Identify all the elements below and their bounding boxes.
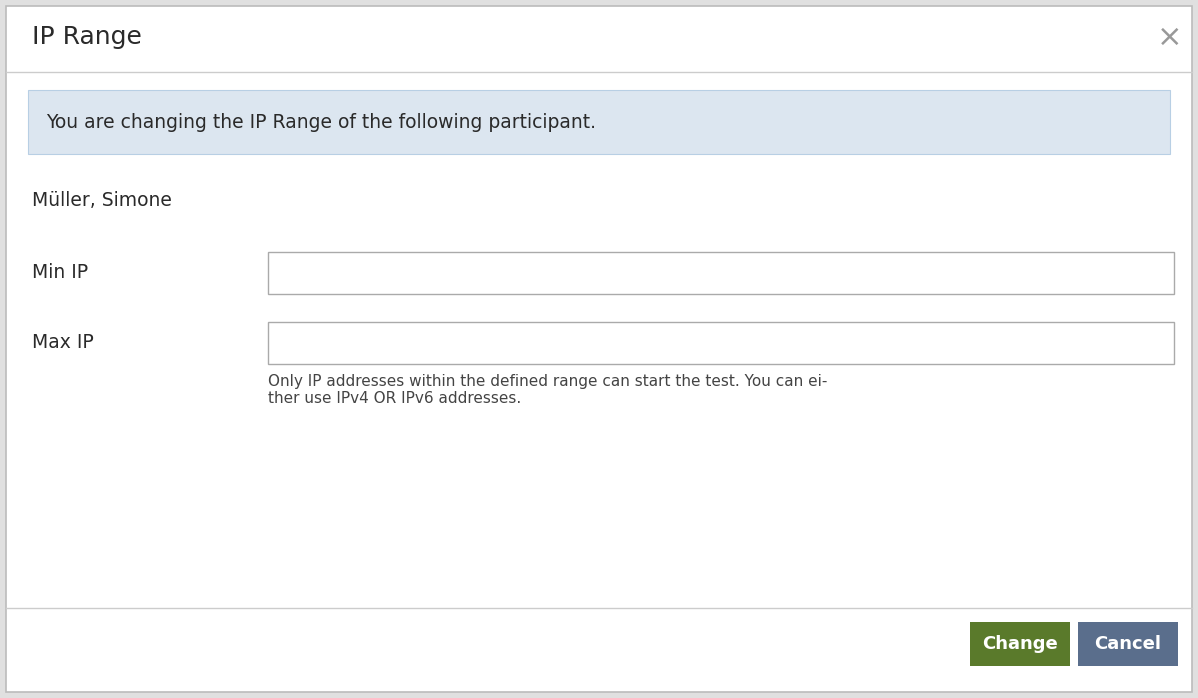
Text: Min IP: Min IP [32, 264, 89, 283]
Text: ×: × [1157, 23, 1182, 52]
Text: Max IP: Max IP [32, 334, 93, 352]
Bar [28, 90, 1170, 154]
Bar [970, 622, 1070, 666]
Text: Change: Change [982, 635, 1058, 653]
Text: Müller, Simone: Müller, Simone [32, 191, 171, 209]
Bar [268, 252, 1174, 294]
Text: Cancel: Cancel [1095, 635, 1162, 653]
Bar [268, 322, 1174, 364]
Text: IP Range: IP Range [32, 25, 141, 50]
Bar [1078, 622, 1178, 666]
Text: ther use IPv4 OR IPv6 addresses.: ther use IPv4 OR IPv6 addresses. [268, 391, 521, 406]
Text: Only IP addresses within the defined range can start the test. You can ei-: Only IP addresses within the defined ran… [268, 374, 828, 389]
Text: You are changing the IP Range of the following participant.: You are changing the IP Range of the fol… [46, 112, 595, 131]
Bar [7, 609, 1191, 686]
